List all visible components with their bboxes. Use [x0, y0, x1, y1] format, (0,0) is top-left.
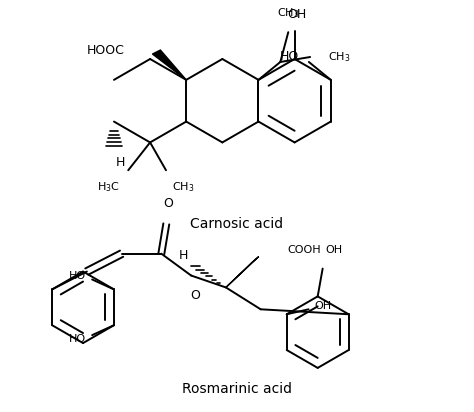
Text: H$_3$C: H$_3$C: [97, 180, 120, 194]
Text: O: O: [164, 197, 173, 210]
Text: CH$_3$: CH$_3$: [328, 50, 350, 64]
Text: H: H: [179, 249, 188, 262]
Text: OH: OH: [315, 301, 332, 311]
Polygon shape: [226, 257, 259, 288]
Text: OH: OH: [326, 245, 343, 255]
Text: OH: OH: [287, 8, 306, 21]
Text: COOH: COOH: [287, 245, 321, 255]
Text: HO: HO: [69, 271, 86, 281]
Text: HO: HO: [280, 49, 299, 63]
Text: CH$_3$: CH$_3$: [172, 180, 194, 194]
Text: Rosmarinic acid: Rosmarinic acid: [182, 382, 292, 396]
Polygon shape: [153, 50, 186, 80]
Text: Carnosic acid: Carnosic acid: [191, 217, 283, 231]
Text: CH$_3$: CH$_3$: [277, 7, 300, 20]
Text: H: H: [116, 156, 125, 169]
Text: HOOC: HOOC: [87, 44, 125, 56]
Text: O: O: [190, 290, 200, 302]
Text: HO: HO: [69, 334, 86, 344]
